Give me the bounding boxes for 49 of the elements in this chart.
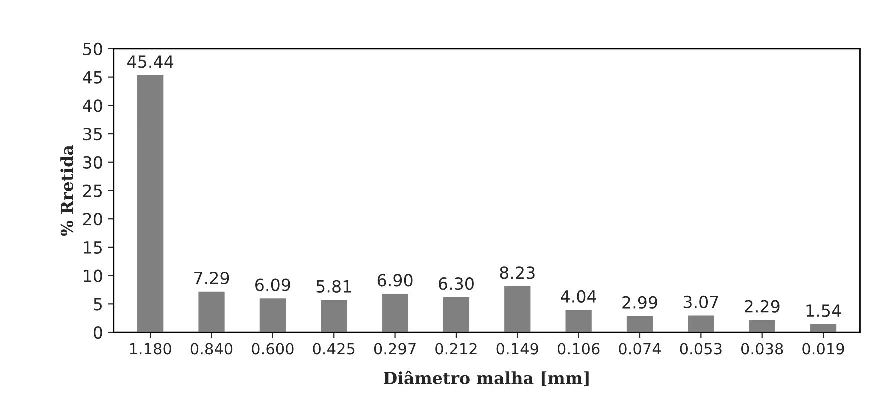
y-tick-label: 10 — [84, 270, 102, 282]
bar — [320, 298, 349, 333]
x-tick-label: 0.074 — [619, 343, 662, 355]
y-tick-label: 15 — [84, 242, 102, 254]
data-label: 4.04 — [561, 290, 596, 303]
x-axis-title: Diâmetro malha [mm] — [384, 370, 589, 386]
x-tick-label: 0.053 — [680, 343, 722, 355]
x-tick-label: 0.600 — [252, 343, 294, 355]
bar — [626, 314, 654, 333]
y-tick-label: 5 — [94, 298, 102, 311]
x-tick-label: 0.106 — [558, 343, 600, 355]
x-tick-label: 0.212 — [436, 343, 477, 355]
bar — [809, 323, 838, 333]
x-tick-label: 0.297 — [374, 343, 416, 355]
y-tick-label: 50 — [84, 42, 102, 56]
bar — [564, 308, 594, 333]
x-tick-label: 1.180 — [130, 343, 172, 355]
bar — [258, 297, 288, 333]
bar — [197, 290, 226, 333]
data-label: 2.99 — [622, 296, 658, 309]
data-label: 2.29 — [745, 300, 780, 313]
y-tick-label: 45 — [83, 71, 102, 84]
y-tick-label: 35 — [84, 128, 102, 141]
bar — [503, 285, 532, 333]
data-label: 5.81 — [316, 280, 352, 293]
x-tick-label: 0.038 — [741, 343, 784, 355]
x-tick-label: 0.019 — [802, 343, 844, 355]
y-tick-label: 30 — [84, 156, 102, 169]
bar — [748, 318, 777, 333]
x-tick-label: 0.149 — [496, 343, 538, 355]
bar — [442, 296, 471, 333]
y-tick-label: 25 — [83, 184, 102, 198]
y-tick-label: 20 — [83, 213, 102, 226]
data-label: 1.54 — [806, 304, 842, 318]
data-label: 8.23 — [500, 266, 535, 280]
data-label: 6.90 — [378, 274, 413, 287]
x-tick-label: 0.840 — [190, 343, 233, 355]
x-tick-label: 0.425 — [313, 343, 355, 355]
y-tick-label: 40 — [83, 100, 102, 112]
data-label: 6.30 — [439, 278, 474, 290]
y-tick-label: 0 — [94, 326, 102, 340]
bar — [136, 74, 166, 333]
data-label: 45.44 — [128, 56, 174, 68]
bar — [380, 292, 410, 333]
bar — [686, 314, 716, 333]
y-axis-title: % Rretida — [60, 145, 74, 236]
data-label: 6.09 — [256, 278, 290, 292]
data-label: 7.29 — [194, 272, 230, 285]
data-label: 3.07 — [684, 296, 718, 308]
